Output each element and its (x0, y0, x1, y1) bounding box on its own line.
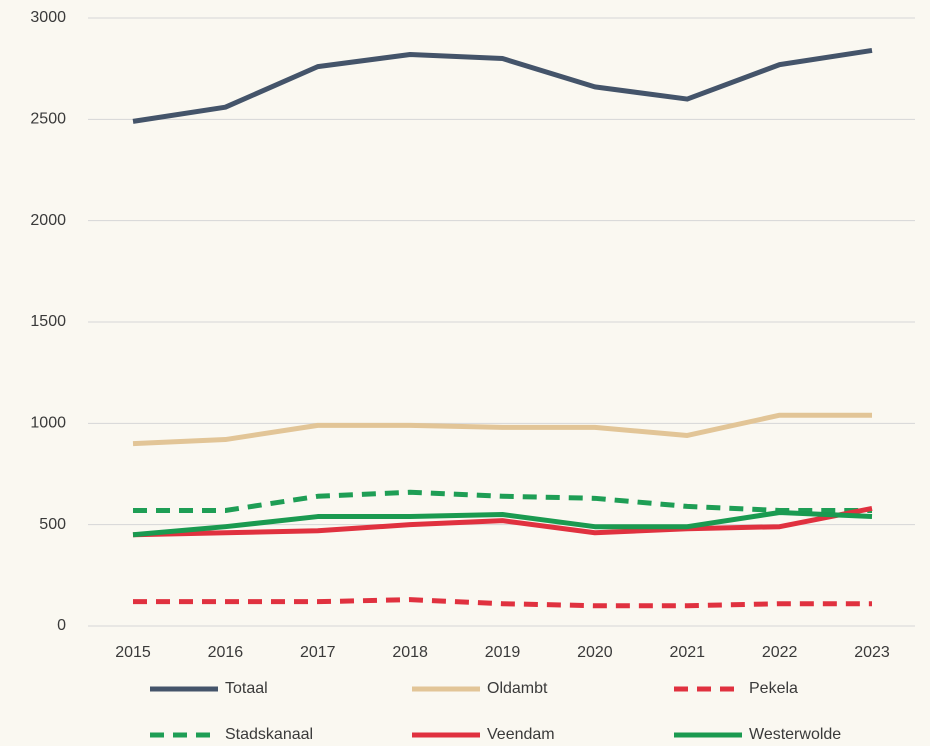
x-tick-label: 2017 (300, 644, 336, 661)
y-tick-label: 500 (39, 516, 66, 533)
y-tick-label: 1500 (30, 313, 66, 330)
x-tick-label: 2016 (208, 644, 244, 661)
x-tick-label: 2023 (854, 644, 890, 661)
y-tick-label: 2500 (30, 111, 66, 128)
series-line (132, 47, 873, 124)
y-tick-label: 0 (57, 617, 66, 634)
series-line (132, 506, 873, 538)
y-tick-label: 1000 (30, 415, 66, 432)
series-line (132, 412, 872, 447)
y-tick-label: 2000 (30, 212, 66, 229)
legend-label: Totaal (225, 680, 268, 697)
y-tick-label: 3000 (30, 9, 66, 26)
legend-label: Veendam (487, 726, 555, 743)
x-tick-label: 2015 (115, 644, 151, 661)
x-tick-label: 2022 (762, 644, 798, 661)
legend-label: Pekela (749, 680, 798, 697)
x-tick-label: 2018 (392, 644, 428, 661)
x-tick-label: 2019 (485, 644, 521, 661)
series-line (133, 489, 872, 513)
series-line (133, 597, 872, 609)
x-tick-label: 2020 (577, 644, 613, 661)
x-tick-label: 2021 (669, 644, 705, 661)
legend-label: Stadskanaal (225, 726, 313, 743)
series-line (132, 510, 873, 538)
legend-label: Westerwolde (749, 726, 841, 743)
legend-label: Oldambt (487, 680, 548, 697)
